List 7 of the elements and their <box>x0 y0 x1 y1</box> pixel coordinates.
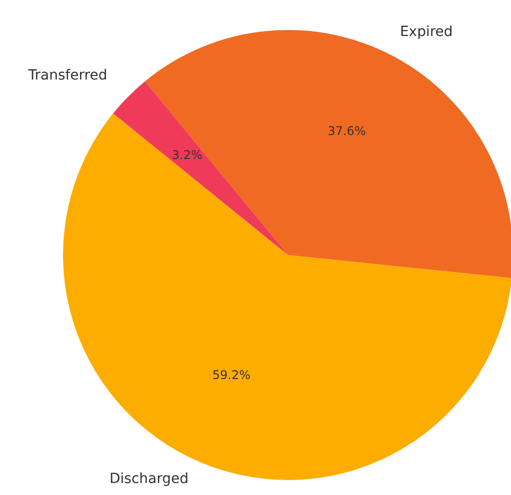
pie-slice <box>113 81 288 255</box>
data-label: 3.2% <box>172 148 202 162</box>
slice-label: Expired <box>400 24 453 40</box>
data-label: 59.2% <box>212 368 251 382</box>
slice-label: Transferred <box>27 68 108 84</box>
slice-label: Discharged <box>110 470 189 487</box>
data-label: 37.6% <box>328 124 366 138</box>
